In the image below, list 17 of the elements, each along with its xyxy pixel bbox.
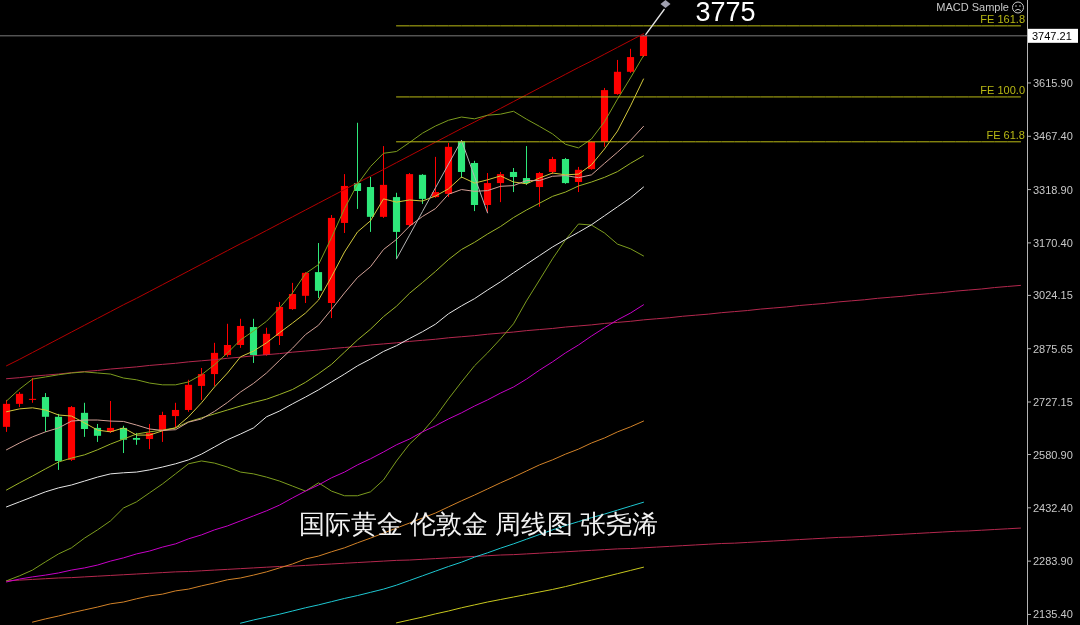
y-tick-label: 3615.90	[1033, 76, 1073, 89]
series-label: FE 100.0	[980, 84, 1025, 97]
y-tick-label: 3170.40	[1033, 236, 1073, 249]
y-tick-label: 2283.90	[1033, 555, 1073, 568]
y-tick-label: 3024.15	[1033, 289, 1073, 302]
y-tick-label: 3318.90	[1033, 183, 1073, 196]
series-label: FE 61.8	[986, 129, 1025, 142]
y-tick-label: 2727.15	[1033, 396, 1073, 408]
ref-line-label: 3747.21	[1032, 29, 1072, 42]
series-label: FE 161.8	[980, 13, 1025, 26]
y-tick-label: 2875.65	[1033, 342, 1073, 355]
annotation: MACD Sample	[936, 0, 1009, 13]
y-tick-label: 3467.40	[1033, 130, 1073, 143]
annotation: 3775	[695, 0, 756, 27]
y-tick-label: 2135.40	[1033, 608, 1073, 621]
y-tick-label: 2432.40	[1033, 501, 1073, 514]
y-tick-label: 2580.90	[1033, 448, 1073, 461]
